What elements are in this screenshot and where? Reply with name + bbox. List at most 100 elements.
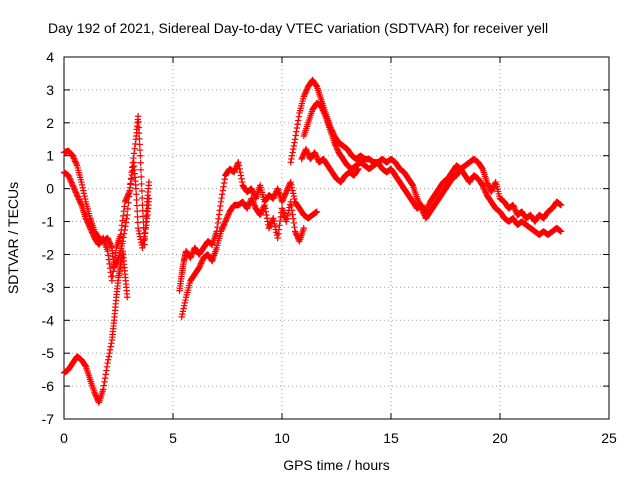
data-point [106, 264, 114, 272]
data-point [72, 187, 79, 195]
data-point [103, 363, 111, 371]
data-point [425, 202, 432, 210]
data-point [180, 305, 187, 312]
data-point [145, 178, 153, 186]
data-point [423, 205, 431, 213]
data-point [265, 224, 273, 232]
data-point [106, 349, 113, 357]
data-point [134, 113, 142, 120]
data-point [266, 222, 274, 229]
data-point [248, 195, 255, 202]
data-point [479, 182, 486, 189]
data-point [73, 192, 81, 199]
data-point [127, 180, 134, 187]
data-point [80, 190, 88, 197]
data-point [321, 111, 329, 119]
data-point [294, 117, 302, 124]
data-point [288, 181, 295, 189]
data-point [299, 154, 306, 161]
data-point [283, 215, 291, 222]
data-point [288, 207, 296, 214]
data-point [270, 215, 277, 222]
data-point [100, 382, 108, 389]
data-point [219, 187, 227, 194]
data-point [235, 159, 242, 166]
data-point [75, 196, 83, 203]
data-point [263, 211, 270, 219]
data-point [424, 204, 431, 211]
data-point [101, 374, 109, 382]
chart-title: Day 192 of 2021, Sidereal Day-to-day VTE… [48, 20, 548, 36]
data-point [178, 313, 185, 321]
data-point [132, 185, 140, 192]
data-point [141, 229, 149, 237]
data-point [271, 192, 278, 199]
data-point [109, 272, 116, 280]
data-point [287, 178, 294, 186]
data-point [122, 223, 129, 230]
data-point [88, 229, 96, 236]
data-point [270, 195, 277, 202]
data-point [286, 201, 294, 208]
data-point [106, 260, 113, 268]
data-point [304, 150, 312, 157]
data-point [230, 168, 238, 176]
data-point [121, 198, 129, 205]
data-point [71, 156, 78, 164]
data-point [69, 182, 76, 189]
data-point [138, 180, 145, 188]
data-point [134, 213, 141, 221]
series-track-d [176, 159, 321, 294]
data-point [223, 215, 230, 222]
data-point [137, 236, 144, 243]
data-point [218, 194, 225, 202]
y-tick-label: -3 [42, 279, 55, 295]
data-point [238, 175, 245, 182]
data-point [270, 217, 278, 225]
grid-lines [64, 57, 609, 419]
data-point [108, 243, 115, 250]
data-point [181, 299, 189, 307]
data-point [145, 195, 153, 202]
data-point [354, 166, 361, 174]
data-point [221, 176, 228, 183]
data-point [86, 224, 94, 232]
data-point [291, 136, 299, 143]
data-point [135, 227, 142, 235]
series-track-e [178, 195, 307, 321]
data-point [70, 183, 77, 190]
data-point [244, 203, 251, 211]
data-point [488, 187, 496, 194]
data-point [288, 184, 296, 191]
data-point [133, 208, 141, 215]
data-point [67, 176, 74, 183]
data-point [124, 211, 131, 219]
data-point [73, 160, 80, 168]
data-point [274, 234, 281, 242]
data-point [141, 233, 148, 240]
x-tick-label: 20 [492, 430, 508, 446]
data-point [489, 184, 497, 191]
data-point [301, 91, 308, 99]
data-point [423, 207, 430, 214]
data-point [130, 150, 138, 157]
data-point [251, 202, 258, 209]
data-point [120, 230, 128, 237]
data-point [140, 237, 147, 244]
data-point [72, 159, 80, 166]
data-point [85, 220, 92, 228]
data-point [271, 223, 279, 230]
data-point [266, 223, 273, 230]
data-point [122, 219, 130, 226]
data-point [221, 219, 228, 227]
data-point [250, 199, 257, 206]
data-point [275, 230, 282, 237]
data-point [100, 386, 107, 393]
data-point [76, 199, 84, 206]
data-point [312, 152, 320, 159]
data-point [287, 159, 294, 166]
data-point [126, 184, 134, 191]
data-point [286, 180, 294, 187]
data-point [282, 190, 289, 197]
data-point [291, 195, 298, 203]
